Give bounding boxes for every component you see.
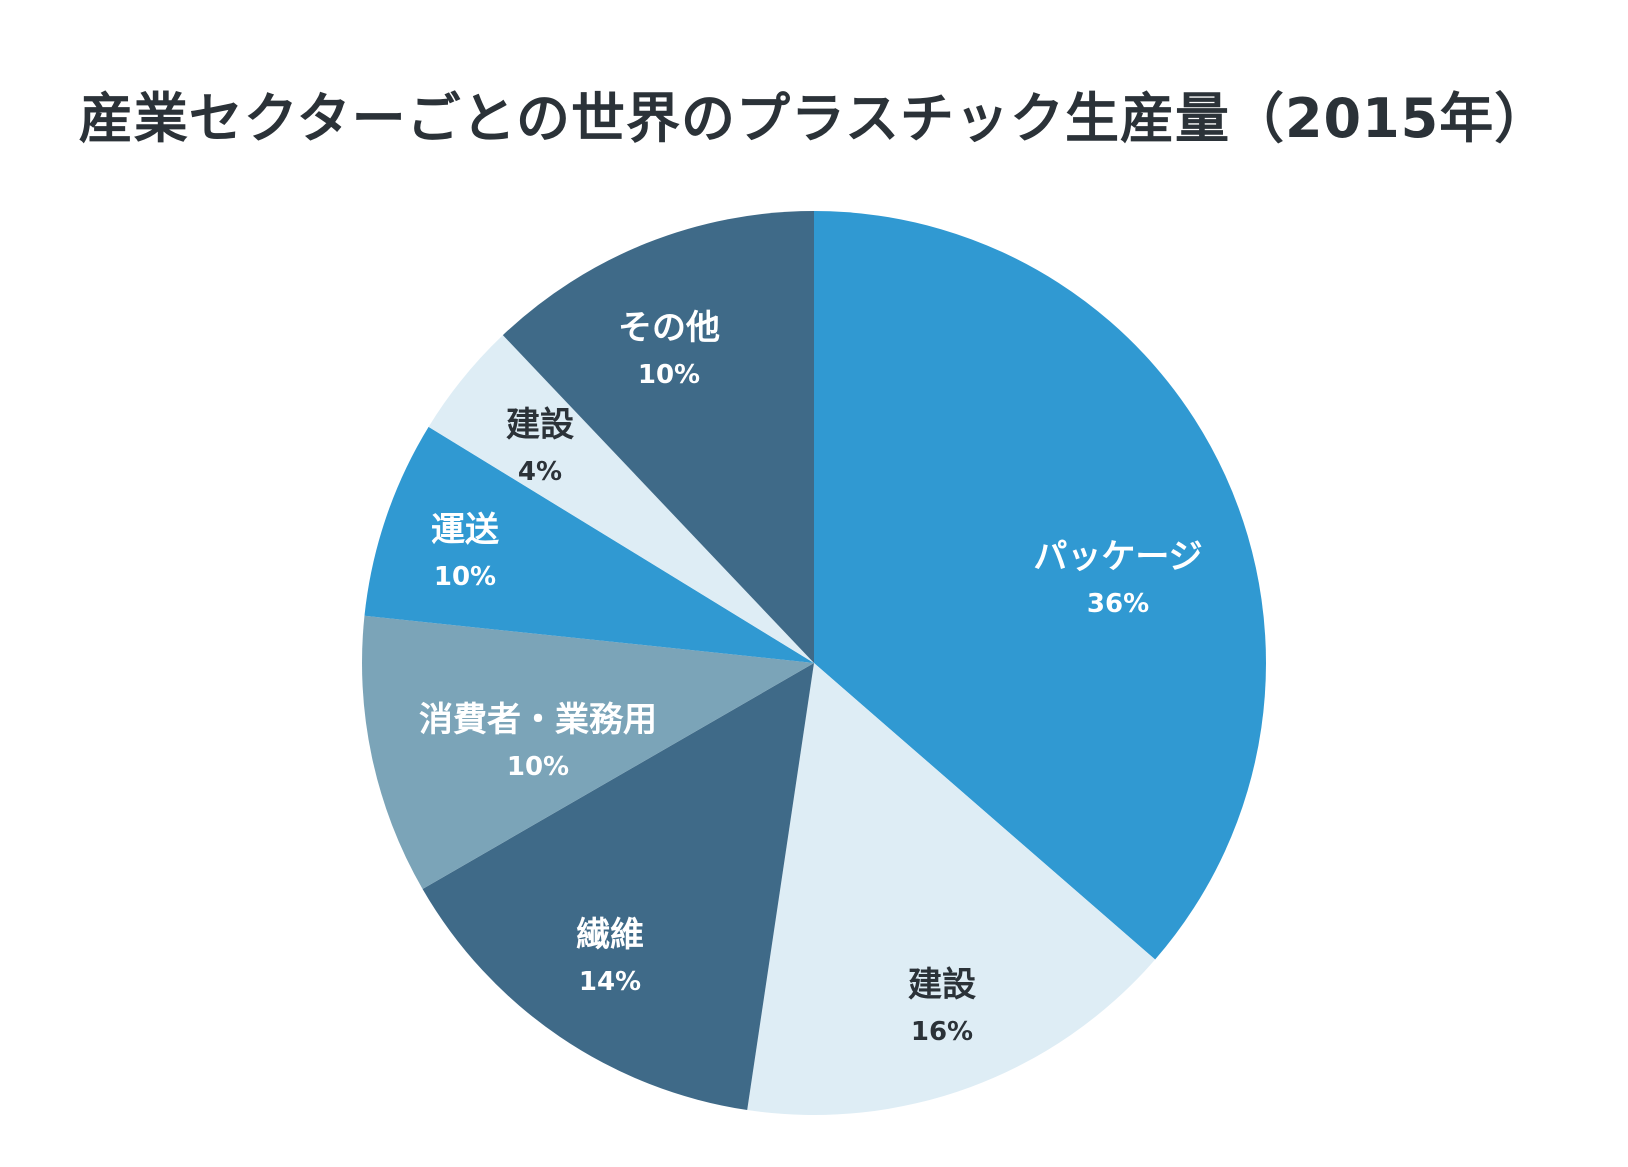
slice-percent: 16%	[910, 1017, 974, 1047]
slice-percent: 10%	[506, 752, 570, 782]
slice-name: 繊維	[576, 915, 644, 955]
chart-title: 産業セクターごとの世界のプラスチック生産量（2015年）	[78, 87, 1550, 150]
slice-label: その他 10%	[618, 308, 720, 392]
pie-slice	[422, 663, 814, 1111]
pie-slice	[361, 615, 814, 889]
slice-label: 建設 4%	[506, 405, 574, 489]
slice-label: 消費者・業務用 10%	[419, 700, 657, 784]
slice-percent: 10%	[637, 360, 701, 390]
slice-name: その他	[618, 308, 720, 348]
slice-label: 建設 16%	[908, 965, 976, 1049]
slice-percent: 14%	[578, 967, 642, 997]
pie-slice	[747, 663, 1156, 1116]
slice-label: 運送 10%	[431, 510, 499, 594]
slice-name: 消費者・業務用	[419, 700, 657, 740]
pie-slice	[428, 335, 814, 663]
slice-label: 繊維 14%	[576, 915, 644, 999]
slice-percent: 4%	[517, 457, 563, 487]
slice-percent: 10%	[433, 562, 497, 592]
slice-name: 運送	[431, 510, 499, 550]
slice-name: パッケージ	[1033, 537, 1203, 577]
slice-percent: 36%	[1086, 589, 1150, 619]
slice-label: パッケージ 36%	[1033, 537, 1202, 621]
pie-slice	[502, 211, 814, 663]
slice-name: 建設	[908, 965, 976, 1005]
pie-slice	[364, 426, 814, 663]
pie-slice	[814, 211, 1266, 960]
slice-name: 建設	[506, 405, 574, 445]
